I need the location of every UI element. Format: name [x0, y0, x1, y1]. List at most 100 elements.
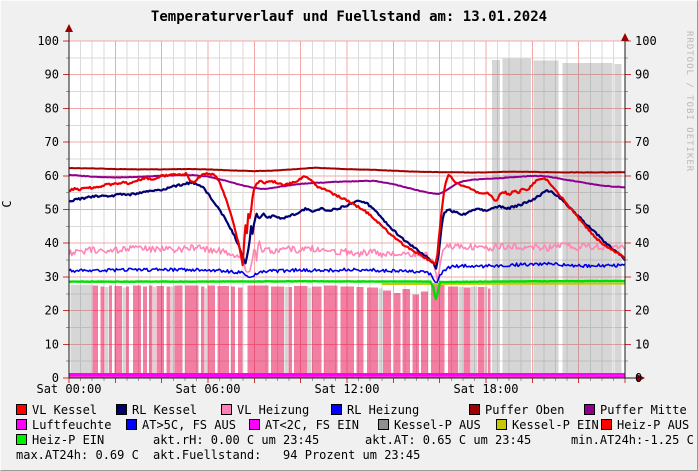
bar-heiz-p-aus [207, 285, 215, 378]
x-axis-arrow-icon [637, 374, 645, 382]
chart-title: Temperaturverlauf und Fuellstand am: 13.… [150, 9, 548, 25]
rrdtool-watermark: RRDTOOL / TOBI OETIKER [684, 31, 694, 173]
bar-kessel-p-aus [614, 63, 622, 379]
bar-heiz-p-aus [156, 286, 164, 378]
bar-kessel-p-aus [533, 60, 559, 378]
y-tick-label-right-10: 10 [635, 337, 649, 351]
bar-kessel-p-aus [458, 287, 464, 378]
y-tick-label-right-40: 40 [635, 236, 649, 250]
x-tick-label-6: Sat 06:00 [175, 382, 240, 396]
legend-item-kessel-p-ein: Kessel-P EIN [496, 418, 599, 432]
legend-item-at-5c-fs-aus: AT>5C, FS AUS [126, 418, 236, 432]
series-vl-kessel [69, 171, 626, 267]
y-tick-label-left-90: 90 [45, 68, 59, 82]
legend-label: Luftfeuchte [32, 418, 112, 432]
y-tick-label-right-90: 90 [635, 68, 649, 82]
bar-heiz-p-aus [108, 285, 112, 378]
legend-label: AT>5C, FS AUS [142, 418, 236, 432]
legend-item-rl-heizung: RL Heizung [331, 403, 419, 417]
legend-item-heiz-p-aus: Heiz-P AUS [601, 418, 689, 432]
legend-label: RL Heizung [347, 403, 420, 417]
y-tick-label-right-50: 50 [635, 203, 649, 217]
bar-kessel-p-aus [70, 285, 93, 378]
y-tick-label-left-60: 60 [45, 169, 59, 183]
legend-label: Puffer Mitte [600, 403, 687, 417]
y-tick-label-right-100: 100 [635, 34, 657, 48]
legend-swatch-luftfeuchte [16, 419, 27, 430]
legend-swatch-rl-heizung [331, 404, 342, 415]
bar-kessel-p-aus [152, 287, 157, 378]
series-rl-heizung [68, 261, 626, 284]
bar-heiz-p-aus [271, 286, 284, 378]
legend-swatch-heiz-p-aus [601, 419, 612, 430]
y-tick-label-left-10: 10 [45, 337, 59, 351]
legend-label: Kessel-P EIN [512, 418, 599, 432]
bar-heiz-p-aus [231, 286, 235, 378]
bar-heiz-p-aus [132, 285, 141, 378]
chart-plot-area: 0 0 10 10 20 20 30 30 40 40 50 50 60 60 70 70 80 80 90 90 10… [1, 1, 697, 405]
y-tick-label-right-30: 30 [635, 270, 649, 284]
legend-item-puffer-oben: Puffer Oben [469, 403, 564, 417]
legend-stat-max-at24h-0-69-c: max.AT24h: 0.69 C [16, 448, 139, 462]
bar-heiz-p-aus [92, 285, 99, 378]
legend-label: akt.rH: 0.00 C um 23:45 [153, 433, 320, 447]
legend-label: VL Kessel [32, 403, 98, 417]
x-tick-label-0: Sat 00:00 [36, 382, 101, 396]
legend-stat-min-at24h-1-25-c: min.AT24h:-1.25 C [571, 433, 694, 447]
bar-heiz-p-aus [238, 287, 243, 378]
bar-heiz-p-aus [166, 286, 171, 378]
legend-label: min.AT24h:-1.25 C [571, 433, 694, 447]
bar-heiz-p-aus [201, 286, 205, 378]
bar-heiz-p-aus [174, 285, 183, 378]
bar-heiz-p-aus [366, 287, 378, 378]
legend-label: VL Heizung [237, 403, 310, 417]
bar-heiz-p-aus [311, 286, 322, 378]
legend-stat-akt-fuellstand-94-prozent-um-23-45: akt.Fuellstand: 94 Prozent um 23:45 [153, 448, 420, 462]
bar-kessel-p-aus [562, 63, 613, 378]
legend-swatch-at-5c-fs-aus [126, 419, 137, 430]
bar-heiz-p-aus [323, 285, 338, 378]
bar-heiz-p-aus [447, 286, 459, 378]
bar-heiz-p-aus [464, 287, 471, 378]
legend-label: AT<2C, FS EIN [265, 418, 359, 432]
bar-heiz-p-aus [393, 293, 401, 378]
legend-swatch-vl-heizung [221, 404, 232, 415]
x-tick-label-18: Sat 18:00 [453, 382, 518, 396]
legend-item-at-2c-fs-ein: AT<2C, FS EIN [249, 418, 359, 432]
y-tick-label-left-40: 40 [45, 236, 59, 250]
legend-swatch-rl-kessel [116, 404, 127, 415]
bar-heiz-p-aus [294, 286, 308, 378]
legend-item-kessel-p-aus: Kessel-P AUS [378, 418, 481, 432]
bar-heiz-p-aus [184, 285, 199, 378]
legend-item-vl-kessel: VL Kessel [16, 403, 97, 417]
y-tick-label-right-80: 80 [635, 101, 649, 115]
bar-heiz-p-aus [149, 285, 153, 378]
bar-heiz-p-aus [383, 290, 391, 378]
series-rl-kessel [68, 180, 626, 270]
y-tick-label-right-20: 20 [635, 304, 649, 318]
legend-swatch-puffer-mitte [584, 404, 595, 415]
bar-kessel-p-aus [122, 287, 126, 378]
bar-heiz-p-aus [402, 289, 410, 378]
bar-kessel-p-aus [170, 286, 175, 378]
y-tick-label-right-0: 0 [635, 371, 642, 385]
legend-stat-akt-at-0-65-c-um-23-45: akt.AT: 0.65 C um 23:45 [365, 433, 531, 447]
bar-heiz-p-aus [288, 287, 292, 378]
bar-heiz-p-aus [217, 286, 229, 378]
series-aussentemperatur [68, 375, 626, 378]
legend-label: RL Kessel [132, 403, 198, 417]
legend-swatch-heiz-p-ein [16, 434, 27, 445]
legend-label: akt.AT: 0.65 C um 23:45 [365, 433, 532, 447]
legend-swatch-kessel-p-ein [496, 419, 507, 430]
bar-heiz-p-aus [340, 286, 354, 378]
bar-kessel-p-aus [471, 286, 478, 378]
bar-heiz-p-aus [412, 294, 419, 378]
y-tick-label-left-20: 20 [45, 304, 59, 318]
bar-heiz-p-aus [430, 285, 445, 378]
legend-label: Heiz-P AUS [617, 418, 690, 432]
legend-swatch-puffer-oben [469, 404, 480, 415]
axis-ticks-major [63, 40, 631, 383]
bar-kessel-p-aus [378, 288, 383, 378]
legend-item-luftfeuchte: Luftfeuchte [16, 418, 111, 432]
